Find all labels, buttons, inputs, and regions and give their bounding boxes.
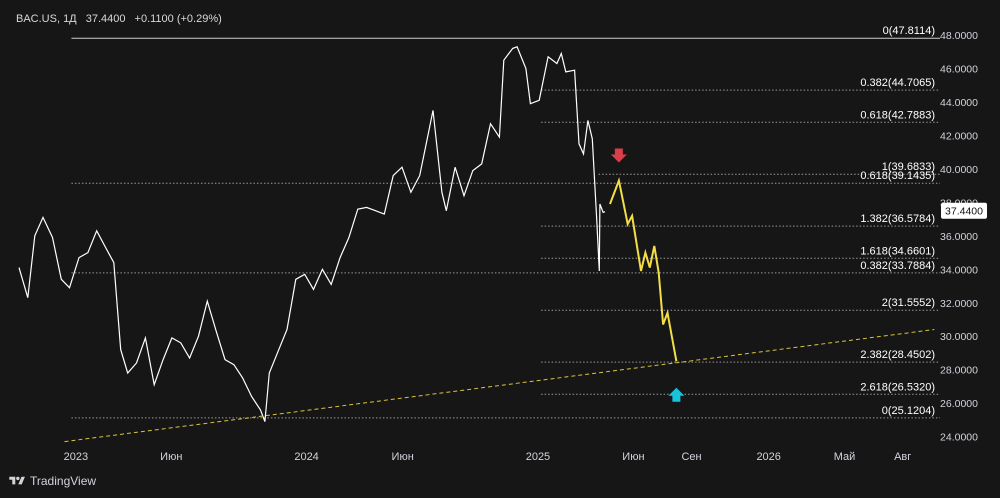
fib-level-label: 0.382(44.7065) — [860, 77, 935, 89]
x-tick-label: 2024 — [294, 451, 318, 463]
fib-level-label: 0(25.1204) — [882, 405, 935, 417]
x-tick-label: 2026 — [756, 451, 780, 463]
x-tick-label: Сен — [681, 451, 701, 463]
x-tick-label: Авг — [894, 451, 911, 463]
y-tick-label: 42.0000 — [940, 130, 978, 142]
symbol-header: BAC.US, 1Д 37.4400 +0.1100 (+0.29%) — [16, 13, 228, 25]
y-tick-label: 40.0000 — [940, 164, 978, 176]
trendline-line — [64, 329, 935, 443]
fib-level-label: 1.618(34.6601) — [860, 245, 935, 257]
y-tick-label: 28.0000 — [940, 365, 978, 377]
arrow-up-marker — [668, 387, 685, 402]
fib-level-label: 2.382(28.4502) — [860, 349, 935, 361]
y-tick-label: 48.0000 — [940, 30, 978, 42]
projection-line — [609, 177, 678, 362]
fib-level-label: 2(31.5552) — [882, 297, 935, 309]
y-tick-label: 30.0000 — [940, 331, 978, 343]
symbol-label: BAC.US, 1Д — [16, 13, 77, 25]
tradingview-footer[interactable]: TradingView — [8, 472, 96, 490]
price-change: +0.1100 (+0.29%) — [134, 13, 222, 25]
current-price-tag — [941, 202, 987, 219]
y-tick-label: 46.0000 — [940, 64, 978, 76]
fib-level-label: 0.382(33.7884) — [860, 260, 935, 272]
x-tick-label: 2023 — [64, 451, 88, 463]
tradingview-logo-icon — [9, 476, 25, 485]
fib-level-label: 0.618(39.1435) — [860, 170, 935, 182]
brand-name: TradingView — [30, 474, 97, 488]
fib-level-label: 2.618(26.5320) — [860, 381, 935, 393]
current-price-label: 37.4400 — [945, 206, 983, 218]
y-tick-label: 34.0000 — [940, 264, 978, 276]
x-tick-label: Май — [834, 451, 856, 463]
x-tick-label: 2025 — [526, 451, 550, 463]
y-tick-label: 32.0000 — [940, 298, 978, 310]
arrow-down-marker — [610, 148, 627, 163]
y-tick-label: 44.0000 — [940, 97, 978, 109]
fib-level-label: 1(39.6833) — [882, 161, 935, 173]
last-price: 37.4400 — [85, 13, 126, 25]
x-tick-label: Июн — [392, 451, 414, 463]
fib-level-label: 0(47.8114) — [883, 25, 935, 37]
x-tick-label: Июн — [622, 451, 644, 463]
x-tick-label: Июн — [160, 451, 182, 463]
y-tick-label: 26.0000 — [940, 398, 978, 410]
y-tick-label: 36.0000 — [940, 231, 978, 243]
fib-level-label: 1.382(36.5784) — [860, 213, 935, 225]
y-tick-label: 24.0000 — [940, 432, 978, 444]
price-line — [18, 46, 606, 422]
fib-level-label: 0.618(42.7883) — [860, 109, 935, 121]
